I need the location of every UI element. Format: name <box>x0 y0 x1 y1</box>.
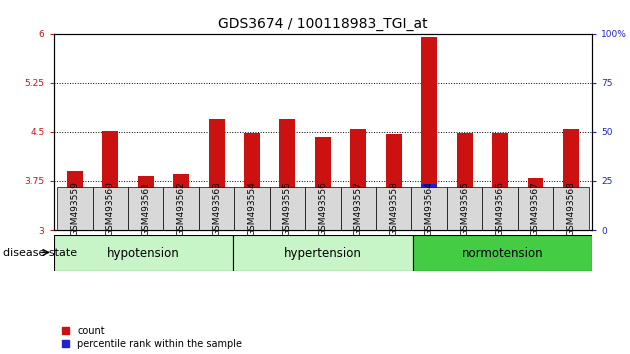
Text: GSM493556: GSM493556 <box>318 181 328 236</box>
Text: GSM493563: GSM493563 <box>212 181 221 236</box>
Bar <box>233 235 413 271</box>
Bar <box>163 187 199 230</box>
Bar <box>492 133 508 230</box>
Title: GDS3674 / 100118983_TGI_at: GDS3674 / 100118983_TGI_at <box>218 17 428 31</box>
Text: GSM493564: GSM493564 <box>425 181 433 236</box>
Bar <box>138 176 154 230</box>
Bar <box>209 119 224 230</box>
Bar <box>421 37 437 230</box>
Bar <box>563 219 579 230</box>
Bar <box>54 235 233 271</box>
Bar <box>553 187 588 230</box>
Bar <box>350 218 366 230</box>
Bar <box>173 175 189 230</box>
Bar <box>67 171 83 230</box>
Text: hypertension: hypertension <box>284 247 362 259</box>
Bar <box>138 224 154 230</box>
Bar <box>413 235 592 271</box>
Bar <box>376 187 411 230</box>
Bar <box>457 133 472 230</box>
Bar <box>209 218 224 230</box>
Bar <box>93 187 128 230</box>
Text: GSM493565: GSM493565 <box>460 181 469 236</box>
Text: GSM493560: GSM493560 <box>106 181 115 236</box>
Bar <box>457 224 472 230</box>
Bar <box>315 137 331 230</box>
Bar <box>421 184 437 230</box>
Bar <box>350 129 366 230</box>
Text: GSM493567: GSM493567 <box>531 181 540 236</box>
Text: GSM493559: GSM493559 <box>71 181 79 236</box>
Bar <box>102 131 118 230</box>
Text: GSM493554: GSM493554 <box>248 181 256 236</box>
Bar <box>563 129 579 230</box>
Bar <box>199 187 234 230</box>
Bar <box>244 218 260 230</box>
Bar <box>280 119 295 230</box>
Bar <box>386 219 402 230</box>
Bar <box>57 187 93 230</box>
Bar <box>527 178 544 230</box>
Bar <box>244 133 260 230</box>
Text: GSM493566: GSM493566 <box>496 181 505 236</box>
Text: hypotension: hypotension <box>107 247 180 259</box>
Bar <box>518 187 553 230</box>
Bar <box>483 187 518 230</box>
Bar <box>447 187 483 230</box>
Text: GSM493557: GSM493557 <box>354 181 363 236</box>
Bar <box>492 224 508 230</box>
Text: GSM493555: GSM493555 <box>283 181 292 236</box>
Text: GSM493558: GSM493558 <box>389 181 398 236</box>
Bar <box>270 187 305 230</box>
Bar <box>128 187 163 230</box>
Legend: count, percentile rank within the sample: count, percentile rank within the sample <box>62 326 242 349</box>
Text: GSM493561: GSM493561 <box>141 181 150 236</box>
Bar <box>102 218 118 230</box>
Bar <box>411 187 447 230</box>
Bar <box>173 225 189 230</box>
Bar <box>386 134 402 230</box>
Bar <box>315 219 331 230</box>
Text: normotension: normotension <box>462 247 543 259</box>
Bar <box>67 225 83 230</box>
Text: disease state: disease state <box>3 248 77 258</box>
Text: GSM493562: GSM493562 <box>176 181 186 236</box>
Bar <box>527 224 544 230</box>
Bar <box>305 187 341 230</box>
Text: GSM493568: GSM493568 <box>566 181 575 236</box>
Bar <box>280 219 295 230</box>
Bar <box>234 187 270 230</box>
Bar <box>341 187 376 230</box>
